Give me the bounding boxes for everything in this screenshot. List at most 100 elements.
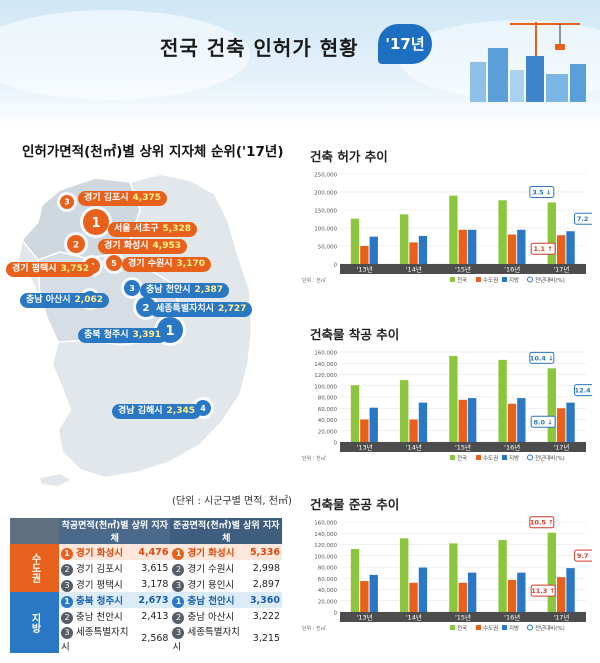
- x-tick-label: '16년: [504, 443, 520, 452]
- y-tick-label: 50,000: [318, 245, 338, 251]
- legend-marker: [527, 276, 533, 283]
- bar-1: [556, 408, 566, 442]
- ranking-table-body: 수도권 1 경기 화성시 4,476 1 경기 화성시 5,336 2 경기 김포시 3,615 2…: [10, 544, 282, 653]
- chart-permit: 0 50,000 100,000 150,000 200,000 250,000 '13년 '…: [302, 173, 592, 284]
- cell-b-name: 3 경기 용인시: [170, 576, 247, 592]
- map-callout-value: 2,062: [74, 295, 104, 305]
- y-tick-label: 100,000: [314, 554, 337, 560]
- col2-header: 준공면적(천㎡)별 상위 지자체: [170, 518, 282, 544]
- bar-2: [517, 398, 526, 442]
- legend-swatch: [476, 455, 481, 460]
- legend-label: 수도권: [483, 276, 498, 284]
- y-tick-label: 80,000: [318, 396, 338, 402]
- map-callout-name: 경기 화성시: [104, 241, 149, 251]
- bar-1: [556, 235, 566, 264]
- annotation-box: [530, 584, 556, 597]
- y-tick-label: 160,000: [314, 521, 337, 527]
- table-group-label: 지방: [10, 592, 59, 653]
- bar-2: [369, 407, 378, 442]
- map-callout-value: 2,727: [217, 304, 247, 314]
- cell-b-value: 5,336: [247, 544, 282, 560]
- map-callout: 경기 화성시 4,953: [98, 239, 188, 254]
- y-tick-label: 0: [334, 611, 338, 617]
- x-tick-label: '16년: [504, 265, 520, 274]
- ranking-table: 착공면적(천㎡)별 상위 지자체 준공면적(천㎡)별 상위 지자체 수도권 1 경기…: [10, 518, 282, 653]
- bar-0: [498, 359, 507, 442]
- map-callout-name: 경기 평택시: [12, 264, 57, 274]
- rank-badge: 1: [172, 595, 185, 608]
- rank-badge: 2: [61, 611, 73, 624]
- map-marker-rank: 4: [200, 404, 206, 413]
- map-callout-value: 3,391: [132, 330, 162, 340]
- map-callout-name: 세종특별자치시: [156, 304, 214, 314]
- legend-label: 전년대비(%): [535, 276, 565, 284]
- annotation-box: [574, 212, 592, 225]
- y-tick-label: 140,000: [314, 362, 337, 368]
- chart-unit-label: 단위 : 천㎡: [302, 455, 326, 462]
- y-tick-label: 250,000: [314, 173, 337, 179]
- legend-label: 수도권: [483, 624, 498, 632]
- bar-0: [400, 380, 409, 442]
- map-marker-rank: 1: [165, 324, 174, 339]
- rank-badge: 2: [172, 611, 185, 624]
- x-tick-label: '14년: [406, 613, 422, 622]
- legend-label: 전국: [457, 454, 467, 462]
- cell-b-name: 2 경기 수원시: [170, 560, 247, 576]
- map-marker-rank: 5: [111, 259, 117, 268]
- x-tick-label: '17년: [553, 613, 569, 622]
- map-marker-rank: 1: [91, 216, 100, 231]
- y-tick-label: 60,000: [318, 407, 338, 413]
- bar-1: [507, 234, 517, 264]
- bar-1: [556, 577, 566, 612]
- annotation-box: [529, 185, 555, 198]
- y-tick-label: 120,000: [314, 543, 337, 549]
- bar-0: [350, 385, 360, 442]
- map-section-title: 인허가면적(천㎡)별 상위 지자체 순위('17년): [22, 144, 284, 160]
- bar-0: [547, 202, 556, 264]
- cell-b-name: 2 충남 아산시: [170, 608, 247, 624]
- page-title: 전국 건축 인허가 현황: [160, 36, 359, 60]
- table-row: 2 경기 김포시 3,615 2 경기 수원시 2,998: [10, 560, 282, 576]
- map-callout-value: 4,953: [152, 241, 182, 251]
- annotation-box: [530, 242, 556, 255]
- bar-2: [566, 231, 575, 264]
- bar-0: [350, 218, 360, 264]
- cell-b-name: 1 경기 화성시: [170, 544, 248, 560]
- legend-label: 지방: [509, 454, 519, 462]
- legend-swatch: [450, 625, 455, 630]
- map-callout: 충북 청주시 3,391: [78, 328, 168, 343]
- map-marker: 1: [80, 206, 112, 238]
- header-band: [0, 0, 600, 110]
- annotation-label: 8.0 ↓: [534, 418, 553, 426]
- x-tick-label: '13년: [357, 443, 373, 452]
- x-tick-label: '15년: [455, 613, 471, 622]
- chart-title-start: 건축물 착공 추이: [310, 327, 400, 342]
- legend-swatch: [450, 455, 455, 460]
- legend-swatch: [502, 625, 507, 630]
- x-axis-band: [340, 612, 586, 622]
- header-skyline-illustration: [0, 10, 600, 102]
- bar-2: [467, 229, 477, 264]
- bar-2: [369, 236, 378, 264]
- y-tick-label: 200,000: [314, 191, 337, 197]
- bar-1: [458, 399, 467, 442]
- legend-label: 지방: [509, 276, 519, 284]
- rank-badge: 3: [61, 579, 73, 592]
- cell-a-value: 3,615: [141, 562, 169, 574]
- legend-label: 전국: [457, 624, 467, 632]
- y-tick-label: 100,000: [314, 384, 337, 390]
- legend-swatch: [476, 277, 481, 282]
- y-tick-label: 80,000: [318, 566, 338, 572]
- bar-1: [360, 246, 369, 264]
- y-tick-label: 100,000: [314, 227, 337, 233]
- chart-unit-label: 단위 : 천㎡: [302, 625, 326, 632]
- corner-cell: [10, 518, 59, 544]
- cell-a-name: 3 경기 평택시: [59, 576, 136, 592]
- bar-0: [400, 214, 409, 264]
- bar-2: [467, 572, 477, 612]
- bar-1: [409, 242, 418, 264]
- island-jeju: [40, 474, 70, 486]
- map-callout: 서울 서초구 5,328: [108, 222, 198, 237]
- cell-b-value: 2,998: [252, 562, 280, 574]
- bar-1: [507, 403, 517, 442]
